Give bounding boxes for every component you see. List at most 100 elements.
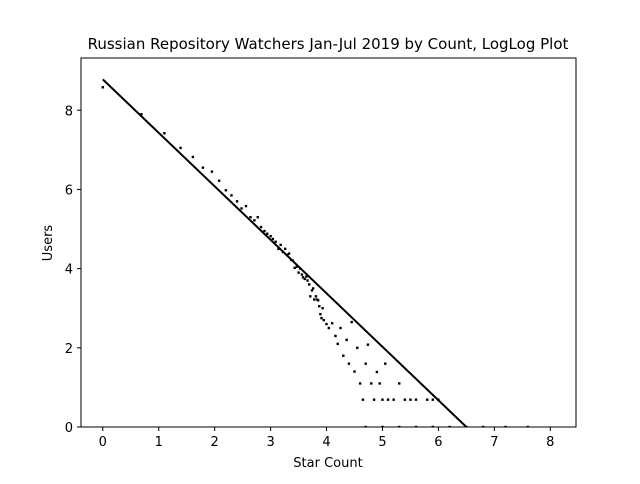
point	[384, 362, 387, 365]
x-tick-label: 6	[434, 435, 442, 450]
point	[287, 252, 291, 255]
point	[259, 225, 263, 229]
point	[318, 305, 321, 308]
point	[316, 299, 320, 302]
x-axis-label: Star Count	[293, 456, 362, 471]
point	[327, 326, 330, 330]
point	[403, 398, 407, 401]
point	[526, 425, 530, 427]
point	[244, 204, 248, 208]
point	[311, 287, 315, 290]
y-tick-label: 4	[65, 263, 73, 278]
point	[140, 113, 143, 116]
point	[306, 279, 309, 282]
point	[330, 322, 334, 325]
y-tick-label: 8	[65, 104, 73, 119]
point	[481, 425, 485, 427]
point	[366, 343, 370, 346]
point	[293, 266, 296, 270]
point	[386, 398, 390, 401]
fit-line	[102, 78, 468, 427]
point	[320, 316, 323, 320]
point	[339, 326, 342, 330]
point	[392, 398, 395, 401]
point	[230, 194, 233, 197]
point	[283, 247, 287, 251]
point	[426, 398, 429, 401]
point	[448, 425, 451, 427]
point	[325, 322, 328, 326]
point	[409, 398, 412, 401]
y-tick-label: 6	[65, 183, 73, 198]
x-tick-label: 8	[546, 435, 554, 450]
point	[256, 215, 259, 219]
point	[101, 86, 105, 89]
point	[431, 425, 435, 427]
point	[375, 370, 379, 374]
point	[297, 271, 300, 274]
point	[381, 398, 384, 401]
point	[266, 232, 269, 235]
point	[350, 320, 353, 324]
point	[249, 215, 252, 219]
y-tick-label: 0	[65, 421, 73, 436]
point	[334, 334, 337, 338]
point	[224, 189, 228, 192]
point	[322, 318, 325, 322]
point	[263, 229, 266, 233]
point	[345, 338, 348, 342]
point	[321, 307, 324, 310]
chart-title: Russian Repository Watchers Jan-Jul 2019…	[88, 35, 569, 53]
point	[163, 132, 166, 135]
point	[277, 247, 280, 251]
x-tick-label: 4	[322, 435, 330, 450]
point	[342, 354, 345, 357]
x-tick-label: 1	[155, 435, 163, 450]
point	[301, 276, 305, 279]
x-tick-label: 7	[490, 435, 498, 450]
plot-area	[101, 78, 530, 427]
point	[381, 425, 384, 427]
point	[414, 425, 418, 427]
point	[201, 166, 205, 169]
point	[253, 219, 256, 222]
point	[370, 382, 373, 385]
point	[364, 362, 367, 365]
point	[356, 346, 359, 350]
point	[378, 382, 381, 385]
point	[313, 298, 316, 301]
point	[358, 382, 362, 385]
point	[361, 398, 365, 401]
y-axis-label: Users	[41, 225, 56, 262]
point	[347, 362, 351, 365]
point	[274, 240, 277, 243]
x-tick-label: 3	[266, 435, 274, 450]
point	[319, 312, 322, 316]
point	[364, 425, 367, 427]
x-tick-label: 5	[378, 435, 386, 450]
point	[295, 265, 299, 268]
point	[414, 398, 418, 401]
point	[353, 370, 356, 373]
point	[314, 295, 318, 298]
point	[271, 237, 275, 241]
point	[398, 382, 401, 385]
point	[303, 277, 306, 281]
point	[310, 289, 314, 292]
x-tick-label: 0	[99, 435, 107, 450]
point	[305, 275, 308, 278]
x-tick-label: 2	[211, 435, 219, 450]
point	[179, 146, 182, 150]
point	[398, 425, 401, 427]
point	[235, 200, 239, 203]
point	[308, 283, 311, 286]
point	[309, 295, 312, 298]
point	[240, 207, 243, 210]
point	[210, 170, 214, 173]
point	[372, 398, 376, 401]
point	[217, 179, 221, 182]
axes-frame	[80, 57, 577, 428]
point	[300, 273, 304, 276]
